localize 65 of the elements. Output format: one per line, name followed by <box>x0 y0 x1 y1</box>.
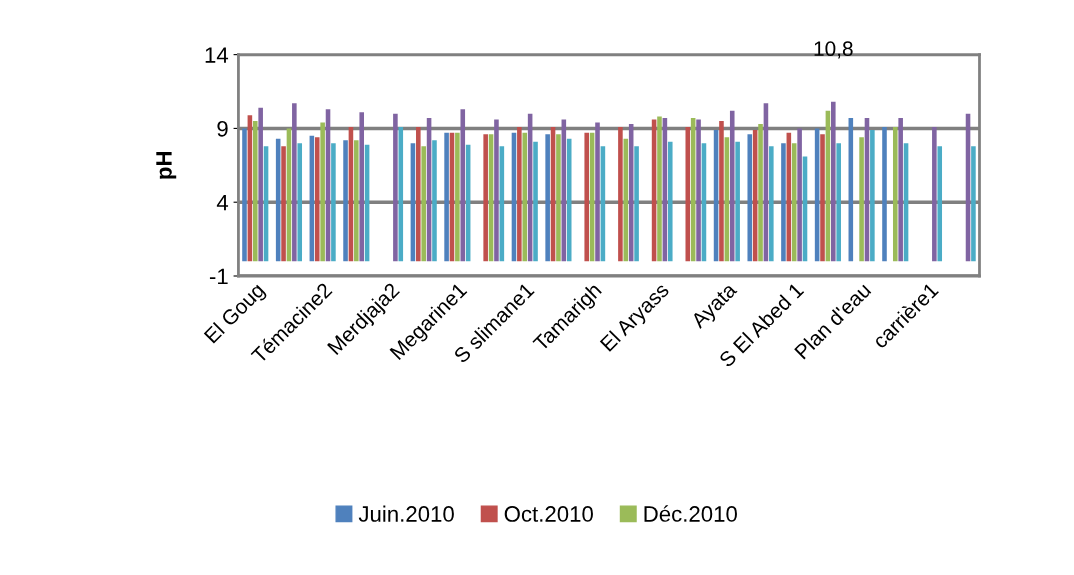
bar <box>791 143 797 262</box>
legend-label: Oct.2010 <box>504 506 593 522</box>
y-axis-title: pH <box>156 152 177 179</box>
bar <box>657 116 662 262</box>
bar <box>444 132 449 262</box>
bar <box>297 143 303 262</box>
bar <box>820 134 825 262</box>
bar <box>696 119 701 262</box>
bar <box>242 128 247 262</box>
y-tick-label: 14 <box>205 47 229 63</box>
bar <box>494 119 499 262</box>
bar <box>421 146 426 262</box>
bar <box>797 128 802 262</box>
bar <box>882 126 887 262</box>
bar <box>252 121 258 262</box>
y-tick-label: 4 <box>216 194 229 211</box>
bar <box>758 123 763 262</box>
bar <box>870 129 875 262</box>
bar <box>314 137 320 262</box>
bar <box>735 141 740 262</box>
bar <box>781 143 786 262</box>
bar <box>859 137 864 262</box>
bar <box>831 101 836 262</box>
bar <box>398 126 404 262</box>
bar <box>343 140 348 262</box>
bar <box>517 126 522 262</box>
y-tick-label: -1 <box>209 268 228 285</box>
bar <box>281 146 286 262</box>
bar <box>566 138 572 262</box>
bar <box>331 143 336 262</box>
bar <box>354 140 359 262</box>
bar <box>685 126 691 262</box>
bar <box>769 146 774 262</box>
legend-label: Déc.2010 <box>644 505 737 522</box>
bar <box>971 146 976 262</box>
bar <box>747 134 753 262</box>
bar <box>595 122 600 262</box>
bar <box>522 132 528 262</box>
bar <box>393 113 398 262</box>
data-label: 10,8 <box>814 41 853 59</box>
bar <box>483 134 488 262</box>
bar <box>460 109 466 262</box>
bar <box>320 122 325 262</box>
bar <box>416 126 421 262</box>
bar <box>545 134 550 262</box>
bar <box>359 112 364 262</box>
bar <box>932 126 937 262</box>
bar <box>729 110 735 262</box>
bar <box>432 140 437 262</box>
bar <box>292 103 297 262</box>
bar <box>937 146 943 262</box>
bar <box>258 107 263 262</box>
bar <box>719 121 724 262</box>
bar <box>618 126 623 262</box>
y-tick-label: 9 <box>217 120 228 137</box>
bar <box>898 118 903 262</box>
bar <box>634 146 639 262</box>
bar <box>556 134 561 262</box>
bar <box>667 141 673 262</box>
legend-label: Juin.2010 <box>358 505 454 522</box>
bar <box>455 132 460 262</box>
bar <box>533 141 538 262</box>
bar <box>836 143 841 262</box>
bar <box>584 132 590 262</box>
bar <box>892 126 898 262</box>
